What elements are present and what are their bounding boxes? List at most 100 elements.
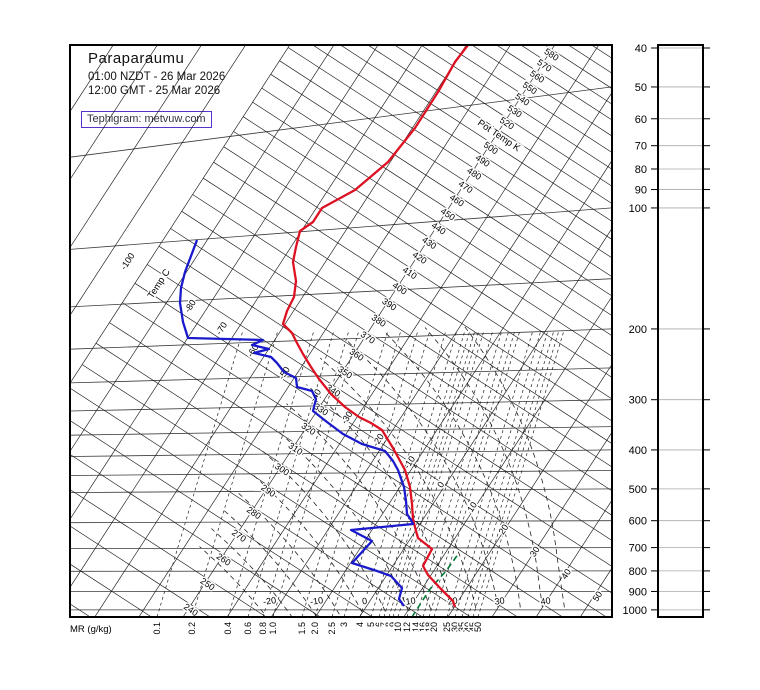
svg-text:25: 25 bbox=[442, 622, 452, 632]
svg-text:260: 260 bbox=[215, 551, 233, 568]
local-time: 01:00 NZDT - 26 Mar 2026 bbox=[88, 71, 226, 83]
svg-text:240: 240 bbox=[182, 601, 200, 618]
svg-text:-70: -70 bbox=[214, 320, 229, 336]
svg-text:430: 430 bbox=[420, 235, 438, 252]
pressure-bar-frame bbox=[657, 44, 704, 618]
dewpoint-curve bbox=[178, 239, 415, 607]
svg-text:40: 40 bbox=[463, 622, 473, 632]
svg-text:250: 250 bbox=[199, 576, 217, 593]
svg-text:50: 50 bbox=[473, 622, 483, 632]
svg-text:470: 470 bbox=[457, 179, 475, 196]
svg-text:3: 3 bbox=[339, 622, 349, 627]
svg-text:-20: -20 bbox=[262, 595, 276, 607]
svg-text:400: 400 bbox=[629, 445, 647, 457]
svg-text:14: 14 bbox=[411, 622, 421, 632]
svg-text:1.0: 1.0 bbox=[268, 622, 278, 635]
svg-text:600: 600 bbox=[629, 516, 647, 528]
isobar-lines bbox=[70, 86, 612, 611]
svg-text:520: 520 bbox=[498, 115, 516, 132]
svg-text:7: 7 bbox=[379, 622, 389, 627]
svg-text:0.2: 0.2 bbox=[187, 622, 197, 635]
svg-text:40: 40 bbox=[635, 43, 647, 55]
svg-text:-100: -100 bbox=[118, 251, 136, 272]
svg-text:10: 10 bbox=[405, 595, 416, 606]
svg-text:-10: -10 bbox=[309, 595, 323, 607]
svg-text:4: 4 bbox=[355, 622, 365, 627]
svg-text:410: 410 bbox=[401, 264, 419, 281]
svg-text:10: 10 bbox=[393, 622, 403, 632]
svg-text:6: 6 bbox=[374, 622, 384, 627]
station-name: Paraparaumu bbox=[88, 50, 185, 67]
svg-text:12: 12 bbox=[402, 622, 412, 632]
svg-text:80: 80 bbox=[635, 164, 647, 176]
svg-text:300: 300 bbox=[273, 461, 291, 478]
svg-text:0.6: 0.6 bbox=[243, 622, 253, 635]
svg-text:370: 370 bbox=[359, 329, 377, 346]
svg-text:310: 310 bbox=[286, 440, 304, 457]
svg-text:18: 18 bbox=[424, 622, 434, 632]
svg-text:90: 90 bbox=[635, 185, 647, 197]
svg-text:100: 100 bbox=[629, 203, 647, 215]
svg-text:280: 280 bbox=[245, 504, 263, 521]
svg-text:40: 40 bbox=[540, 595, 551, 606]
svg-text:20: 20 bbox=[429, 622, 439, 632]
svg-text:45: 45 bbox=[468, 622, 478, 632]
svg-text:300: 300 bbox=[629, 395, 647, 407]
svg-text:490: 490 bbox=[474, 152, 492, 169]
svg-text:8: 8 bbox=[384, 622, 394, 627]
svg-text:0.8: 0.8 bbox=[258, 622, 268, 635]
svg-text:MR (g/kg): MR (g/kg) bbox=[70, 624, 112, 635]
svg-text:10: 10 bbox=[465, 500, 479, 514]
svg-text:16: 16 bbox=[418, 622, 428, 632]
svg-text:360: 360 bbox=[348, 346, 366, 363]
pressure-scale-bar: 40 50 60 70 80 90 100 200 300 400 500 600 700 800 900 1… bbox=[621, 42, 710, 618]
svg-text:500: 500 bbox=[482, 140, 500, 157]
metvuw-link[interactable]: Tephigram: metvuw.com bbox=[81, 111, 212, 128]
svg-text:350: 350 bbox=[336, 364, 354, 381]
mixing-ratio-lines bbox=[156, 330, 565, 617]
svg-text:200: 200 bbox=[629, 324, 647, 336]
utc-time: 12:00 GMT - 25 Mar 2026 bbox=[88, 85, 221, 97]
temperature-curve bbox=[281, 45, 469, 608]
svg-text:30: 30 bbox=[528, 545, 542, 559]
svg-text:70: 70 bbox=[635, 141, 647, 153]
title-block: Paraparaumu 01:00 NZDT - 26 Mar 2026 12:… bbox=[88, 50, 225, 99]
saturated-adiabat-lines bbox=[199, 323, 565, 617]
svg-text:1000: 1000 bbox=[623, 605, 647, 617]
svg-text:5: 5 bbox=[366, 622, 376, 627]
svg-text:480: 480 bbox=[465, 165, 483, 182]
svg-text:2.0: 2.0 bbox=[310, 622, 320, 635]
svg-text:460: 460 bbox=[448, 192, 466, 209]
svg-text:35: 35 bbox=[457, 622, 467, 632]
svg-text:9: 9 bbox=[388, 622, 398, 627]
svg-text:900: 900 bbox=[629, 586, 647, 598]
mr-axis-labels: MR (g/kg) 0.1 0.2 0.4 0.6 0.8 1.0 1.5 2.0 2.5 3 4 56… bbox=[69, 621, 485, 637]
svg-text:290: 290 bbox=[259, 482, 277, 499]
svg-text:2.5: 2.5 bbox=[327, 622, 337, 635]
svg-text:0.1: 0.1 bbox=[152, 622, 162, 635]
svg-text:440: 440 bbox=[430, 220, 448, 237]
sounding-traces bbox=[178, 45, 469, 617]
svg-text:30: 30 bbox=[494, 595, 505, 606]
svg-text:0.4: 0.4 bbox=[223, 622, 233, 635]
svg-text:380: 380 bbox=[370, 312, 388, 329]
plot-frame bbox=[69, 44, 613, 618]
svg-text:390: 390 bbox=[380, 296, 398, 313]
svg-text:Temp C: Temp C bbox=[146, 267, 173, 301]
svg-text:500: 500 bbox=[629, 484, 647, 496]
svg-text:0: 0 bbox=[361, 596, 367, 607]
svg-text:420: 420 bbox=[411, 249, 429, 266]
svg-text:800: 800 bbox=[629, 566, 647, 578]
parcel-curve bbox=[411, 552, 460, 617]
svg-text:320: 320 bbox=[299, 420, 317, 437]
svg-text:700: 700 bbox=[629, 543, 647, 555]
svg-text:50: 50 bbox=[635, 82, 647, 94]
svg-text:60: 60 bbox=[635, 114, 647, 126]
svg-text:30: 30 bbox=[450, 622, 460, 632]
svg-text:1.5: 1.5 bbox=[297, 622, 307, 635]
svg-text:400: 400 bbox=[391, 280, 409, 297]
